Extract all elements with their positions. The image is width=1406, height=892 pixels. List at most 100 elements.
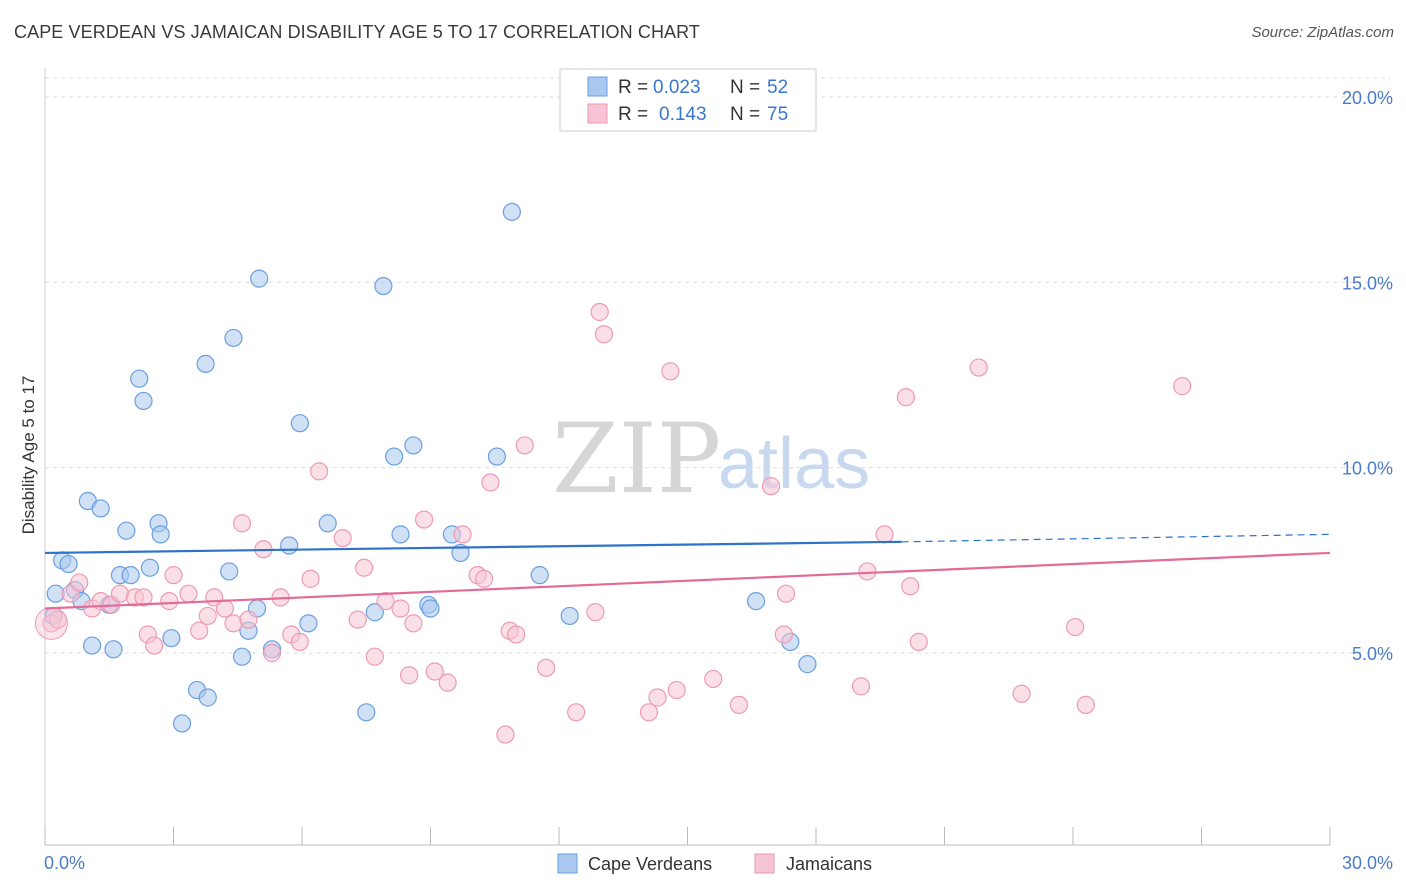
cape-verdean-point — [140, 558, 160, 577]
legend-swatch-cape-verdeans — [587, 76, 608, 97]
legend-n-label: N = — [730, 77, 760, 98]
cape-verdean-point — [318, 514, 337, 533]
cape-verdean-point — [357, 703, 376, 722]
jamaican-point — [134, 588, 153, 607]
source-label: Source: ZipAtlas.com — [1251, 24, 1394, 41]
grid-lines — [45, 77, 1390, 654]
cape-verdean-point — [421, 599, 440, 618]
jamaican-point — [190, 621, 209, 640]
jamaican-point — [537, 658, 556, 677]
cape-verdean-point — [224, 328, 243, 348]
cape-verdean-point — [172, 714, 192, 733]
jamaican-point — [729, 695, 749, 714]
bottom-legend-swatch-jamaicans — [754, 853, 775, 874]
jamaican-point — [909, 632, 928, 651]
jamaican-point — [333, 528, 352, 548]
cape-verdean-point — [130, 369, 149, 388]
cape-verdean-point — [560, 606, 579, 626]
cape-verdean-point — [104, 640, 123, 659]
jamaican-point — [425, 662, 444, 681]
jamaican-point — [1173, 377, 1192, 396]
cape-verdean-point — [365, 603, 384, 622]
cape-verdean-point — [232, 647, 252, 666]
jamaican-point — [414, 510, 434, 529]
cape-verdean-point — [299, 614, 318, 633]
jamaican-point — [355, 558, 374, 577]
cape-verdean-point — [83, 636, 102, 655]
jamaican-point — [515, 436, 534, 455]
jamaican-point — [391, 599, 410, 618]
bottom-legend-cape-verdeans: Cape Verdeans — [588, 854, 712, 874]
cape-verdean-point — [196, 354, 215, 373]
y-tick-label: 5.0% — [1352, 644, 1393, 664]
jamaican-point — [438, 673, 457, 692]
jamaican-point — [667, 680, 686, 700]
y-axis-label: Disability Age 5 to 17 — [19, 376, 38, 535]
legend-swatch-jamaicans — [587, 103, 608, 124]
jamaican-point — [301, 569, 320, 588]
cape-verdean-point — [746, 592, 766, 611]
jamaican-point — [198, 606, 217, 626]
legend-r-label: R = — [618, 104, 648, 125]
jamaican-point — [404, 614, 423, 633]
legend-r-label: R = — [618, 77, 648, 98]
jamaican-point — [348, 610, 367, 629]
jamaican-point — [481, 473, 500, 492]
jamaican-point — [365, 647, 384, 666]
jamaican-point — [70, 573, 89, 592]
jamaican-point — [239, 610, 258, 629]
bottom-legend-jamaicans: Jamaicans — [786, 854, 872, 874]
jamaican-point — [639, 703, 659, 722]
jamaican-point — [761, 477, 781, 496]
axes — [44, 68, 1331, 846]
cape-verdean-point — [290, 414, 309, 433]
jamaican-point — [290, 632, 309, 651]
jamaican-point — [774, 625, 793, 644]
cape-verdean-point — [91, 499, 110, 518]
x-tick-label: 0.0% — [44, 853, 85, 873]
cape-verdean-trend-line — [44, 540, 902, 555]
legend-r-value: 0.143 — [659, 104, 707, 125]
jamaican-point — [232, 514, 252, 533]
cape-verdean-point — [404, 436, 423, 455]
legend-r-value: 0.023 — [653, 77, 701, 98]
cape-verdean-point — [250, 269, 269, 288]
jamaican-point — [164, 566, 183, 585]
y-tick-label: 15.0% — [1342, 273, 1393, 293]
chart-title: CAPE VERDEAN VS JAMAICAN DISABILITY AGE … — [14, 22, 701, 42]
jamaican-point — [224, 614, 243, 633]
jamaican-point — [1012, 684, 1031, 703]
jamaican-point — [110, 584, 130, 603]
legend: R = 0.023 N = 52 R = 0.143 N = 75 — [559, 68, 817, 132]
cape-verdean-point — [391, 525, 410, 544]
y-tick-label: 20.0% — [1342, 88, 1393, 108]
jamaican-point — [474, 569, 494, 588]
trend-lines — [44, 533, 1331, 610]
jamaican-point — [399, 666, 419, 685]
cape-verdean-point — [117, 521, 136, 540]
data-points — [34, 202, 1192, 744]
jamaican-point — [34, 606, 68, 640]
jamaican-point — [160, 592, 179, 611]
y-tick-label: 10.0% — [1342, 459, 1393, 479]
cape-verdean-point — [59, 554, 78, 574]
legend-n-label: N = — [730, 104, 760, 125]
jamaican-point — [858, 562, 877, 581]
jamaican-point — [496, 725, 515, 744]
bottom-legend: Cape Verdeans Jamaicans — [557, 853, 872, 874]
jamaican-point — [145, 636, 164, 655]
jamaican-point — [875, 525, 894, 544]
jamaican-point — [704, 669, 723, 689]
jamaican-point — [648, 688, 667, 707]
jamaican-point — [453, 525, 472, 544]
jamaican-point — [969, 358, 988, 377]
cape-verdean-point — [798, 655, 817, 674]
jamaican-point — [179, 584, 198, 603]
watermark-zip: ZIP — [552, 403, 721, 515]
cape-verdean-point — [280, 536, 299, 555]
watermark: ZIP atlas — [552, 403, 870, 515]
cape-verdean-point — [384, 447, 404, 466]
cape-verdean-point — [162, 629, 181, 648]
jamaican-point — [851, 677, 871, 696]
